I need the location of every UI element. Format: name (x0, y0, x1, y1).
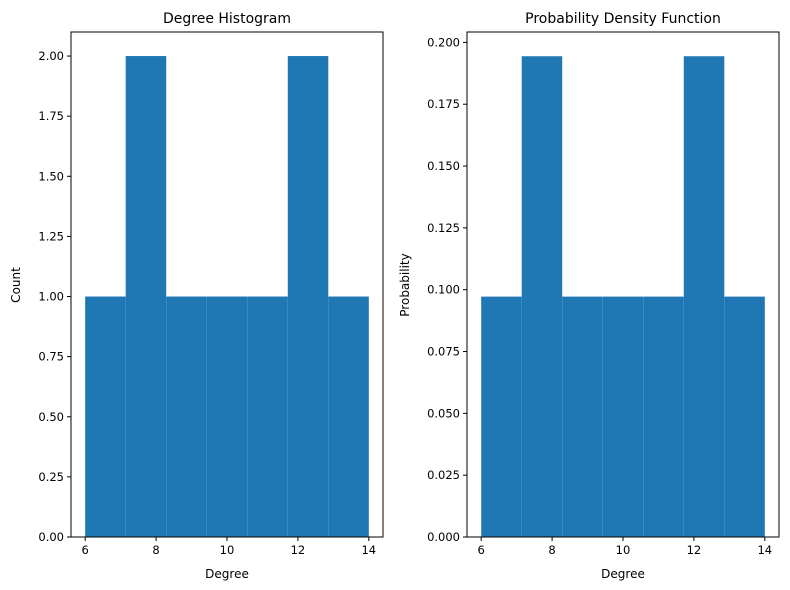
x-tick-label: 6 (478, 543, 485, 557)
histogram-bar (85, 296, 126, 537)
y-tick-label: 0.00 (38, 530, 64, 544)
degree-histogram-chart: Degree Histogram 6 8 10 12 14 0.00 0.25 0.50 0.7… (9, 11, 384, 581)
probability-density-chart: Probability Density Function 6 8 10 12 14 0.0… (398, 11, 780, 581)
bars (85, 56, 369, 538)
histogram-bar (521, 56, 563, 537)
x-tick-label: 14 (757, 543, 772, 557)
x-tick-label: 8 (152, 543, 159, 557)
histogram-bar (481, 296, 522, 537)
y-tick-label: 0.075 (427, 345, 460, 359)
histogram-bar (724, 296, 765, 537)
y-tick-label: 0.100 (427, 283, 460, 297)
x-tick-label: 10 (220, 543, 235, 557)
chart-title: Degree Histogram (163, 11, 291, 27)
axis-ticks: 6 8 10 12 14 0.000 0.025 0.050 0.075 0.100 0.125 0.… (427, 35, 772, 557)
y-tick-label: 1.50 (38, 169, 64, 183)
bars (481, 56, 765, 537)
y-tick-label: 0.050 (427, 406, 460, 420)
histogram-bar (287, 56, 329, 538)
y-tick-label: 0.175 (427, 97, 460, 111)
histogram-bar (328, 296, 369, 537)
y-tick-label: 1.75 (38, 109, 64, 123)
histogram-bar (247, 296, 288, 537)
x-tick-label: 12 (291, 543, 306, 557)
y-tick-label: 0.50 (38, 410, 64, 424)
histogram-bar (683, 56, 725, 537)
x-tick-label: 8 (548, 543, 555, 557)
plot-frame (466, 31, 780, 538)
chart-title: Probability Density Function (525, 11, 721, 27)
histogram-bar (125, 56, 167, 538)
y-axis-label: Probability (398, 253, 412, 316)
y-tick-label: 0.25 (38, 470, 64, 484)
x-tick-label: 10 (616, 543, 631, 557)
y-axis-label: Count (9, 267, 23, 303)
y-tick-label: 2.00 (38, 49, 64, 63)
y-tick-label: 0.75 (38, 350, 64, 364)
y-tick-label: 0.000 (427, 530, 460, 544)
y-tick-label: 0.025 (427, 468, 460, 482)
y-tick-label: 1.25 (38, 229, 64, 243)
x-tick-label: 6 (82, 543, 89, 557)
histogram-bar (602, 296, 644, 537)
x-tick-label: 14 (361, 543, 376, 557)
y-tick-label: 0.150 (427, 159, 460, 173)
y-tick-label: 0.200 (427, 35, 460, 49)
y-tick-label: 1.00 (38, 290, 64, 304)
x-axis-label: Degree (601, 567, 645, 581)
histogram-bar (643, 296, 684, 537)
histogram-bar (166, 296, 207, 537)
x-axis-label: Degree (205, 567, 249, 581)
x-tick-label: 12 (687, 543, 702, 557)
axis-ticks: 6 8 10 12 14 0.00 0.25 0.50 0.75 1.00 1.25 1.50 1.75… (38, 49, 376, 557)
histogram-bar (206, 296, 248, 537)
histogram-bar (562, 296, 603, 537)
plot-frame (70, 31, 384, 538)
y-tick-label: 0.125 (427, 221, 460, 235)
